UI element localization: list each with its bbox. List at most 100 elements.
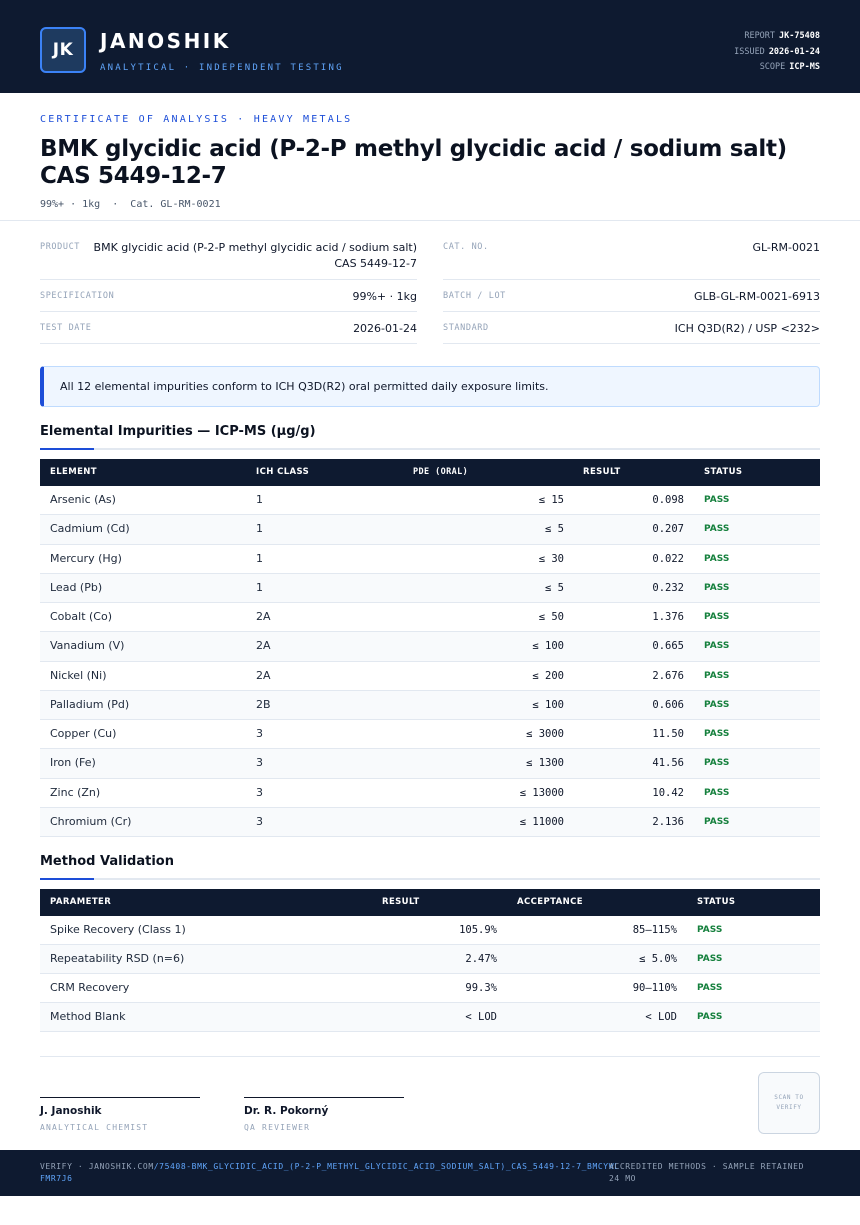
verify-qr-placeholder[interactable]: SCAN TO VERIFY	[758, 1072, 820, 1134]
table-row: Palladium (Pd) 2B ≤ 100 0.606 PASS	[40, 690, 820, 720]
ich-class: 3	[256, 785, 263, 799]
table-row: Arsenic (As) 1 ≤ 15 0.098 PASS	[40, 486, 820, 516]
pde-limit: ≤ 100	[532, 698, 564, 711]
ich-class: 1	[256, 551, 263, 565]
pde-limit: ≤ 200	[532, 669, 564, 682]
product-value: BMK glycidic acid (P-2-P methyl glycidic…	[87, 240, 417, 272]
result-value: 1.376	[652, 611, 684, 623]
ich-class: 3	[256, 756, 263, 770]
pde-limit: ≤ 13000	[519, 786, 564, 799]
verify-url[interactable]: /75408-BMK_GLYCIDIC_ACID_(P-2-P_METHYL_G…	[40, 1162, 620, 1183]
pde-limit: ≤ 1300	[526, 757, 564, 770]
pde-limit: ≤ 100	[532, 640, 564, 653]
spec-label: SPECIFICATION	[40, 291, 115, 301]
result-value: 0.022	[652, 552, 684, 565]
result-value: 41.56	[652, 757, 684, 770]
parameter-name: Method Blank	[50, 1010, 126, 1023]
footer-note: ACCREDITED METHODS · SAMPLE RETAINED 24 …	[609, 1162, 804, 1183]
element-name: Cobalt (Co)	[50, 610, 112, 623]
table-row: Mercury (Hg) 1 ≤ 30 0.022 PASS	[40, 545, 820, 574]
brand-name: JANOSHIK	[100, 29, 231, 53]
table-row: Lead (Pb) 1 ≤ 5 0.232 PASS	[40, 573, 820, 603]
element-name: Vanadium (V)	[50, 639, 125, 653]
col-val-result: RESULT	[382, 897, 420, 907]
status-badge: PASS	[697, 954, 723, 964]
section-divider	[0, 220, 860, 221]
date-label: TEST DATE	[40, 323, 92, 333]
status-badge: PASS	[704, 699, 730, 710]
col-ich-class: ICH CLASS	[256, 467, 310, 477]
ich-class: 2B	[256, 697, 271, 711]
ich-class: 1	[256, 493, 263, 506]
spec-value: 99%+ · 1kg	[352, 290, 417, 303]
table-row: Copper (Cu) 3 ≤ 3000 11.50 PASS	[40, 720, 820, 750]
status-badge: PASS	[704, 524, 730, 535]
date-value: 2026-01-24	[353, 322, 417, 335]
ich-class: 3	[256, 814, 263, 828]
signatory-role-1: ANALYTICAL CHEMIST	[40, 1123, 149, 1132]
table-row: Nickel (Ni) 2A ≤ 200 2.676 PASS	[40, 662, 820, 691]
verify-link[interactable]: VERIFY · JANOSHIK.COM/75408-BMK_GLYCIDIC…	[40, 1161, 620, 1185]
col-status: STATUS	[704, 467, 743, 477]
status-badge: PASS	[704, 641, 730, 652]
impurities-table-header: ELEMENT ICH CLASS PDE (ORAL) RESULT STAT…	[40, 459, 820, 486]
element-name: Cadmium (Cd)	[50, 522, 130, 536]
status-badge: PASS	[704, 553, 730, 564]
standard-label: STANDARD	[443, 323, 489, 333]
parameter-result: 99.3%	[465, 982, 497, 994]
brand-logo: JK	[40, 27, 86, 73]
result-value: 0.098	[652, 494, 684, 506]
table-row: Cadmium (Cd) 1 ≤ 5 0.207 PASS	[40, 515, 820, 545]
table-row: Spike Recovery (Class 1) 105.9% 85–115% PAS…	[40, 916, 820, 945]
status-badge: PASS	[697, 1012, 723, 1022]
status-badge: PASS	[697, 983, 723, 993]
status-badge: PASS	[704, 670, 730, 681]
pde-limit: ≤ 5	[545, 581, 564, 594]
pde-limit: ≤ 3000	[526, 728, 564, 740]
element-name: Nickel (Ni)	[50, 668, 107, 682]
acceptance-range: < LOD	[645, 1011, 677, 1023]
pde-limit: ≤ 15	[538, 494, 564, 506]
parameter-result: < LOD	[465, 1011, 497, 1023]
result-value: 2.136	[652, 815, 684, 828]
status-badge: PASS	[704, 612, 730, 622]
col-val-status: STATUS	[697, 897, 736, 907]
element-name: Palladium (Pd)	[50, 697, 130, 711]
table-row: Method Blank < LOD < LOD PASS	[40, 1003, 820, 1032]
result-value: 2.676	[652, 669, 684, 682]
status-badge: PASS	[697, 925, 723, 935]
brand-tagline: ANALYTICAL · INDEPENDENT TESTING	[100, 63, 344, 73]
title-line-2: CAS 5449-12-7	[40, 163, 227, 189]
impurities-heading: Elemental Impurities — ICP-MS (µg/g)	[40, 424, 316, 439]
col-element: ELEMENT	[50, 467, 98, 477]
report-footer: VERIFY · JANOSHIK.COM/75408-BMK_GLYCIDIC…	[0, 1150, 860, 1196]
impurities-rule	[40, 448, 820, 450]
validation-table-header: PARAMETER RESULT ACCEPTANCE STATUS	[40, 889, 820, 916]
product-subline: 99%+ · 1kg · Cat. GL-RM-0021	[40, 199, 221, 210]
result-value: 0.606	[652, 698, 684, 711]
element-name: Iron (Fe)	[50, 756, 96, 770]
issued-label: ISSUED	[734, 46, 765, 57]
pde-limit: ≤ 11000	[519, 815, 564, 828]
pde-limit: ≤ 50	[538, 611, 564, 623]
parameter-result: 105.9%	[459, 924, 497, 936]
signature-line-2	[244, 1097, 404, 1098]
signatory-name-2: Dr. R. Pokorný	[244, 1105, 329, 1117]
verify-prefix: VERIFY · JANOSHIK.COM	[40, 1162, 154, 1171]
element-name: Lead (Pb)	[50, 580, 103, 594]
element-name: Mercury (Hg)	[50, 551, 122, 565]
acceptance-range: ≤ 5.0%	[639, 953, 677, 965]
table-row: CRM Recovery 99.3% 90–110% PASS	[40, 974, 820, 1003]
product-label: PRODUCT	[40, 242, 81, 252]
parameter-name: Spike Recovery (Class 1)	[50, 923, 186, 936]
signatory-role-2: QA REVIEWER	[244, 1123, 311, 1132]
scope-label: SCOPE	[759, 62, 786, 72]
pde-limit: ≤ 30	[538, 552, 564, 565]
element-name: Zinc (Zn)	[50, 785, 101, 799]
batch-label: BATCH / LOT	[443, 291, 506, 301]
validation-heading: Method Validation	[40, 854, 174, 869]
ich-class: 2A	[256, 639, 271, 653]
ich-class: 1	[256, 522, 263, 536]
info-test-date: TEST DATE 2026-01-24	[40, 312, 417, 344]
col-acceptance: ACCEPTANCE	[517, 897, 583, 907]
